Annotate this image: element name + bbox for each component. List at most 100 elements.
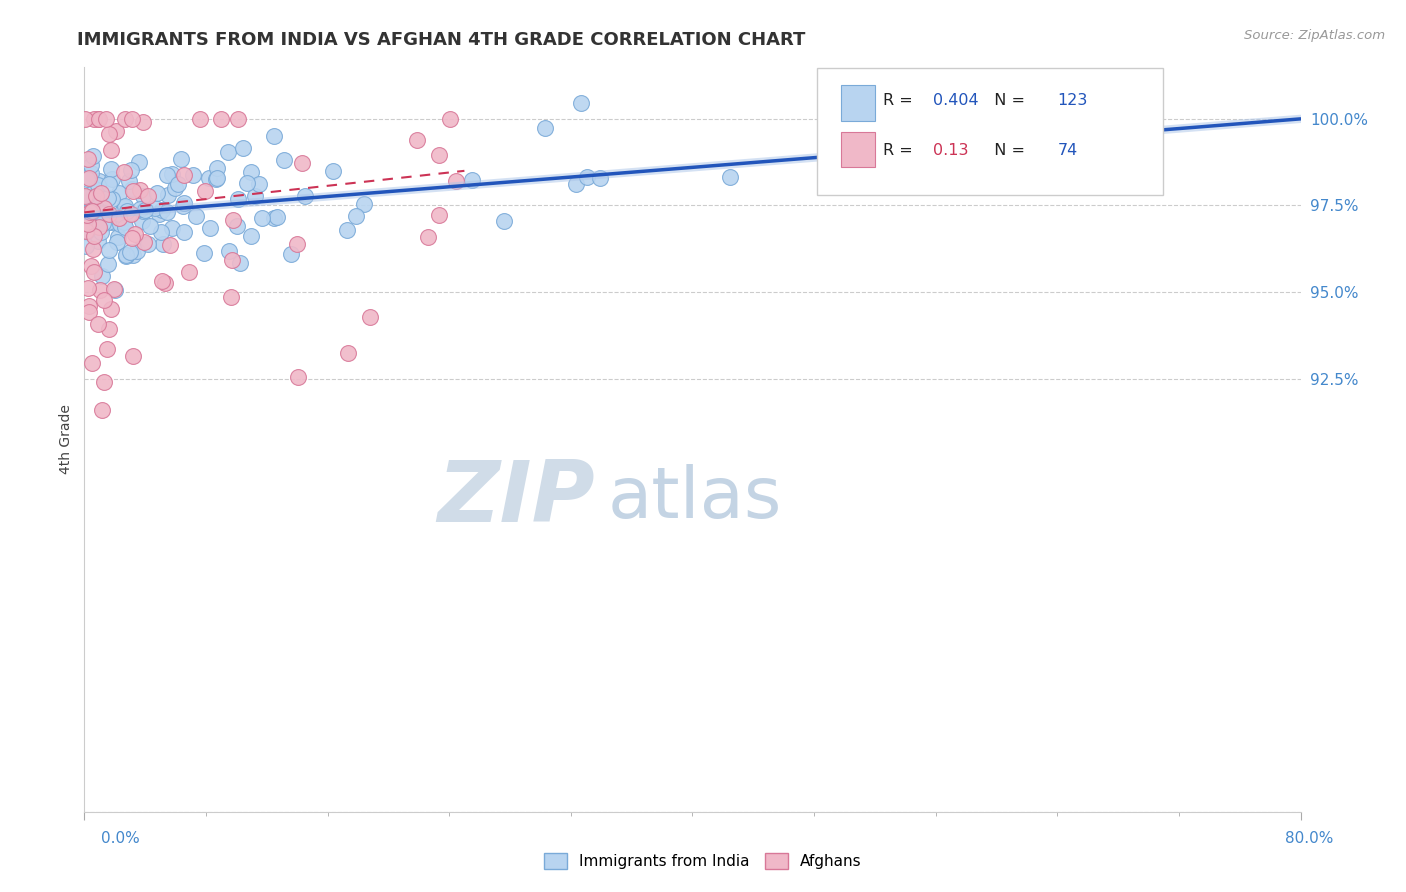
Point — [124, 227, 146, 241]
Point — [294, 189, 316, 203]
Point — [492, 213, 515, 227]
Point — [427, 208, 450, 222]
Point — [118, 206, 141, 220]
Point — [112, 215, 135, 229]
Point — [134, 202, 156, 217]
Text: atlas: atlas — [607, 465, 782, 533]
Point — [89, 283, 111, 297]
Point — [87, 318, 110, 332]
Point — [439, 112, 461, 126]
Point — [266, 210, 288, 224]
Point — [148, 206, 170, 220]
Point — [236, 176, 259, 190]
Point — [76, 208, 98, 222]
Point — [82, 198, 104, 212]
Point — [194, 184, 217, 198]
Point — [188, 112, 211, 126]
Point — [100, 161, 122, 176]
Point — [100, 192, 122, 206]
Text: Source: ZipAtlas.com: Source: ZipAtlas.com — [1244, 29, 1385, 42]
Point — [129, 183, 152, 197]
Point — [84, 213, 107, 227]
Point — [181, 168, 204, 182]
Point — [156, 168, 179, 182]
Point — [97, 321, 120, 335]
Point — [169, 153, 191, 167]
Point — [87, 234, 110, 248]
Point — [75, 189, 97, 203]
Point — [121, 112, 143, 126]
Point — [186, 209, 208, 223]
Point — [226, 219, 249, 233]
Point — [101, 215, 124, 229]
Point — [91, 216, 114, 230]
Point — [107, 230, 129, 244]
Point — [84, 189, 107, 203]
Point — [589, 171, 612, 186]
Point — [429, 148, 451, 162]
Y-axis label: 4th Grade: 4th Grade — [59, 404, 73, 475]
Text: R =: R = — [883, 143, 918, 158]
Point — [150, 275, 173, 289]
Point — [120, 245, 142, 260]
Point — [153, 276, 176, 290]
Point — [222, 213, 245, 227]
Point — [90, 190, 112, 204]
Point — [117, 204, 139, 219]
Point — [129, 202, 152, 216]
Point — [198, 170, 221, 185]
Point — [93, 375, 115, 389]
Point — [112, 200, 135, 214]
Point — [240, 228, 263, 243]
Point — [569, 95, 592, 110]
Point — [83, 265, 105, 279]
Point — [75, 190, 97, 204]
Point — [87, 178, 110, 193]
Point — [80, 259, 103, 273]
Point — [218, 244, 240, 259]
Point — [98, 127, 121, 141]
Point — [575, 169, 598, 184]
Point — [444, 173, 467, 187]
Point — [291, 156, 314, 170]
Point — [103, 282, 125, 296]
Point — [105, 235, 128, 250]
Point — [336, 222, 359, 236]
Point — [82, 242, 104, 256]
Text: 74: 74 — [1057, 143, 1077, 158]
Point — [200, 221, 222, 235]
Point — [77, 281, 100, 295]
Point — [139, 219, 162, 234]
Point — [76, 172, 98, 186]
Point — [79, 158, 101, 172]
Point — [120, 207, 142, 221]
Point — [75, 239, 97, 253]
Legend: Immigrants from India, Afghans: Immigrants from India, Afghans — [538, 847, 868, 875]
Text: 123: 123 — [1057, 93, 1088, 108]
Point — [132, 115, 155, 129]
Point — [111, 211, 134, 225]
Point — [80, 356, 103, 370]
Point — [163, 181, 186, 195]
Point — [75, 225, 97, 239]
Point — [114, 249, 136, 263]
Point — [263, 211, 285, 225]
Point — [77, 212, 100, 227]
Point — [461, 173, 484, 187]
Point — [77, 299, 100, 313]
Point — [82, 149, 104, 163]
Point — [353, 197, 375, 211]
Point — [209, 112, 232, 126]
Point — [77, 305, 100, 319]
Point — [156, 205, 179, 219]
Point — [76, 212, 98, 227]
Point — [97, 215, 120, 229]
Point — [83, 229, 105, 244]
Point — [118, 174, 141, 188]
Point — [121, 231, 143, 245]
Point — [93, 293, 115, 307]
Point — [105, 124, 128, 138]
Point — [108, 207, 131, 221]
Point — [101, 171, 124, 186]
Point — [89, 112, 111, 126]
